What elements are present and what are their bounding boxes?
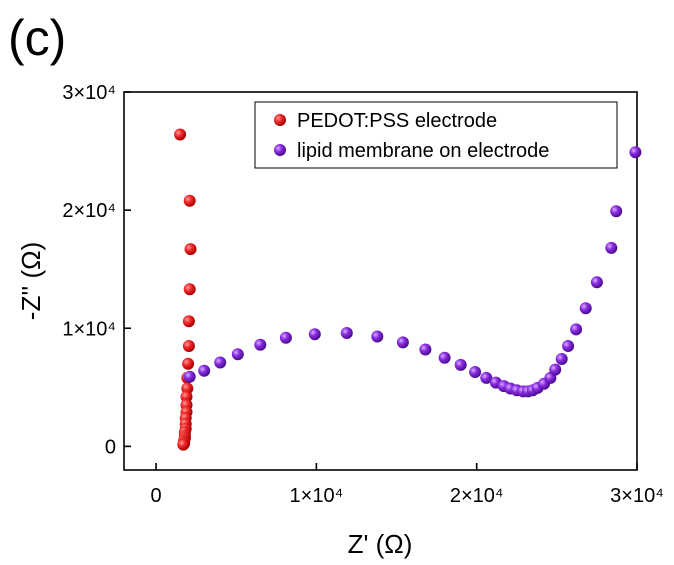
x-axis-ticks: 0 1×10⁴ 2×10⁴ 3×10⁴	[151, 463, 664, 507]
x-tick-label: 1×10⁴	[290, 485, 344, 507]
lipid-point	[183, 370, 196, 383]
legend-marker-lipid	[274, 144, 286, 156]
y-tick-label: 0	[105, 436, 116, 458]
pedot-point	[182, 340, 195, 352]
lipid-point	[438, 351, 451, 364]
legend-marker-pedot	[274, 114, 286, 126]
x-axis-label: Z' (Ω)	[348, 529, 413, 559]
lipid-point	[214, 356, 227, 369]
y-tick-label: 2×10⁴	[62, 200, 116, 222]
panel-label: (c)	[8, 10, 66, 66]
lipid-point	[579, 302, 592, 315]
y-axis-label: -Z'' (Ω)	[16, 242, 46, 320]
lipid-point	[396, 336, 409, 349]
lipid-point	[562, 340, 575, 352]
lipid-point	[308, 328, 321, 341]
lipid-point	[419, 343, 432, 356]
lipid-point	[371, 330, 384, 343]
x-tick-label: 3×10⁴	[610, 485, 664, 507]
legend-entry-lipid: lipid membrane on electrode	[297, 140, 549, 162]
legend-box	[254, 101, 618, 169]
lipid-point	[279, 331, 292, 344]
x-tick-label: 0	[151, 485, 162, 507]
pedot-point	[182, 315, 195, 328]
lipid-point	[454, 358, 467, 371]
legend-entry-pedot: PEDOT:PSS electrode	[297, 110, 497, 132]
y-tick-label: 1×10⁴	[62, 318, 116, 340]
lipid-point	[629, 146, 642, 159]
pedot-point	[184, 243, 197, 256]
pedot-point	[177, 438, 190, 451]
pedot-point	[183, 283, 196, 296]
lipid-point	[610, 205, 623, 218]
lipid-point	[254, 338, 267, 351]
pedot-point	[183, 194, 196, 207]
lipid-point	[198, 364, 211, 377]
lipid-point	[555, 353, 568, 365]
pedot-point	[180, 390, 193, 403]
lipid-point	[469, 366, 482, 378]
lipid-point	[480, 371, 493, 384]
x-tick-label: 2×10⁴	[450, 485, 504, 507]
lipid-point	[549, 363, 562, 376]
pedot-point	[182, 357, 195, 370]
lipid-point	[340, 327, 353, 339]
y-tick-label: 3×10⁴	[62, 82, 116, 104]
legend: PEDOT:PSS electrode lipid membrane on el…	[254, 101, 618, 169]
pedot-point	[174, 128, 187, 141]
lipid-point	[605, 241, 618, 254]
data-points	[174, 128, 642, 451]
plot-frame	[123, 91, 638, 471]
lipid-point	[590, 276, 603, 289]
y-axis-ticks: 0 1×10⁴ 2×10⁴ 3×10⁴	[62, 82, 131, 458]
lipid-point	[231, 348, 244, 361]
lipid-point	[570, 323, 583, 336]
